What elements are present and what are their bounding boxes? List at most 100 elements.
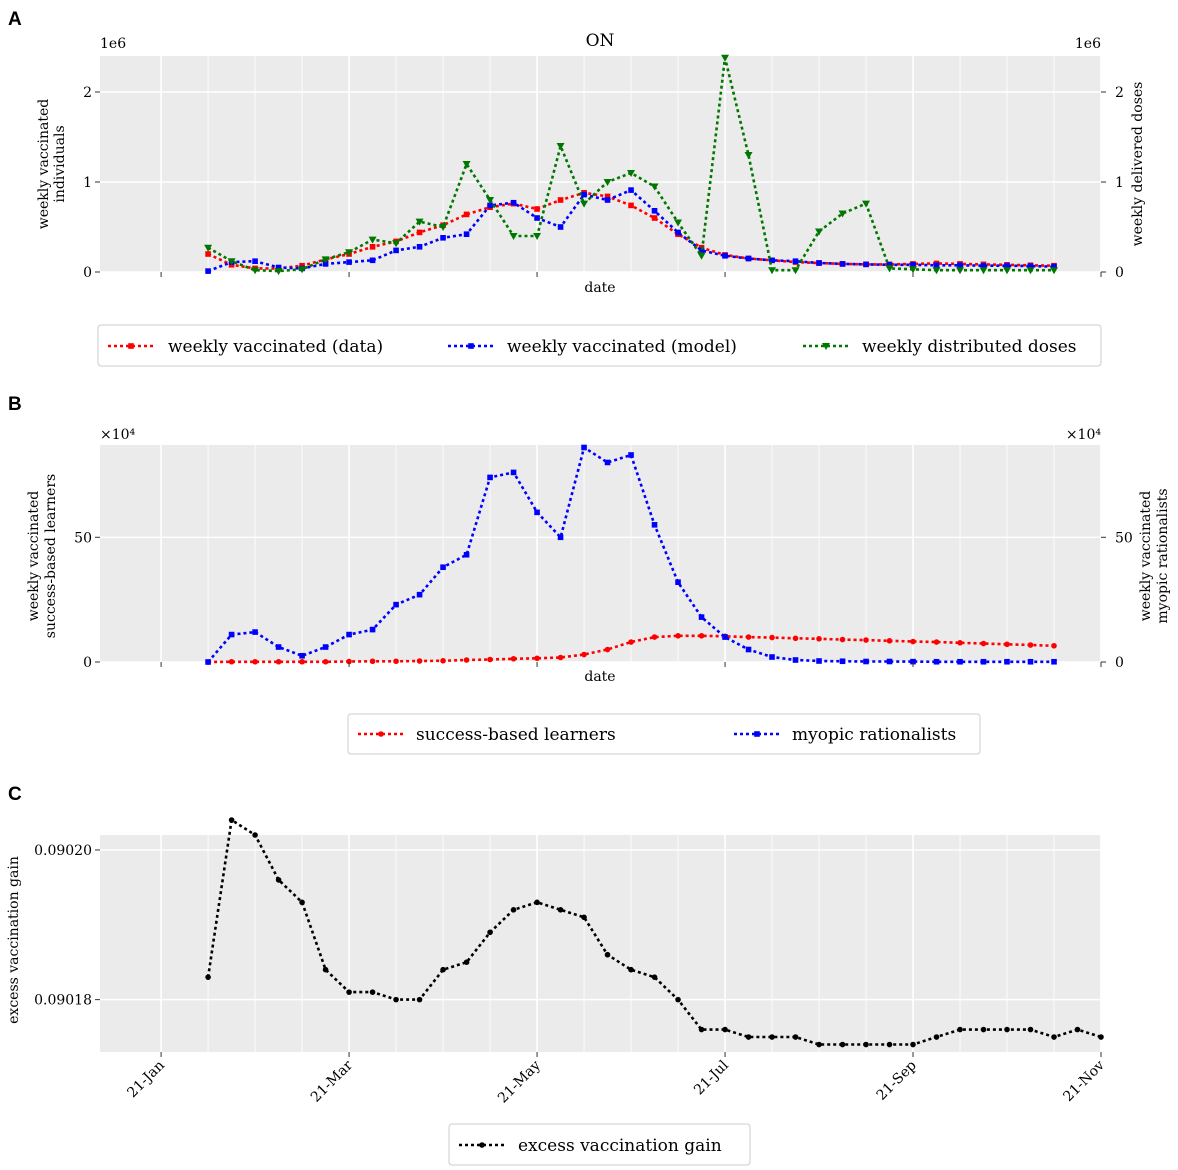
data-point [534,206,540,212]
data-point [557,654,564,661]
data-point [299,652,305,659]
data-point [510,655,517,662]
data-point [252,832,258,838]
legend-marker [479,1142,485,1148]
data-point [345,249,354,257]
data-point [556,143,565,150]
panel-a: A 0 0 1 1 2 2 ON date 1e6 1e6 weekly vaccinat… [8,9,1146,367]
data-point [416,229,423,236]
panel-b-right-y-label-line1: weekly vaccinated [1138,491,1154,622]
legend-marker [378,731,384,737]
legend-marker [128,343,134,349]
data-point [369,626,376,633]
right-y-tick-label: 2 [1115,85,1124,101]
data-point [839,1041,846,1048]
data-point [1051,658,1057,665]
legend-entry: weekly vaccinated (model) [448,337,737,357]
data-point [486,197,495,204]
data-point [628,187,634,193]
right-y-tick-label: 50 [1115,530,1133,546]
data-point [792,635,799,642]
panel-a-plot-area [100,56,1101,272]
data-point [698,247,705,254]
data-point [1098,1034,1104,1040]
data-point [886,658,893,665]
data-point [368,236,377,244]
data-point [721,54,730,62]
panel-label-b: B [8,394,22,415]
y-tick-label: 0.09020 [34,843,92,859]
legend-label: myopic rationalists [792,725,956,745]
data-point [299,899,305,906]
panel-a-x-ticks [160,272,1102,277]
data-point [604,951,611,958]
x-tick-label: 21-Nov [1060,1057,1108,1105]
data-point [534,899,540,906]
data-point [933,1034,940,1040]
x-tick-label: 21-Mar [308,1057,356,1105]
legend-frame [97,324,1102,367]
data-point [1051,1034,1057,1040]
data-point [933,262,940,269]
data-point [674,219,683,227]
data-point [816,260,822,266]
panel-a-y-label-line1: weekly vaccinated [36,99,52,230]
data-point [863,637,869,643]
panel-a-right-offset: 1e6 [1075,36,1101,52]
data-point [697,252,706,260]
x-tick-label: 21-Jul [691,1057,732,1098]
data-point [487,656,493,663]
legend-label: weekly distributed doses [862,337,1077,357]
data-point [252,658,258,665]
right-y-tick-label: 1 [1115,175,1124,191]
data-point [792,1034,799,1040]
data-point [839,636,846,643]
right-y-tick-label: 0 [1115,655,1124,671]
data-point [322,658,329,665]
data-point [839,658,846,665]
panel-b-grid [100,445,1102,663]
data-point [909,266,918,274]
data-point [369,658,376,665]
panel-b-x-label: date [584,669,615,685]
data-point [205,251,211,257]
data-point [510,469,517,476]
legend-marker [468,343,474,349]
data-point [557,197,564,203]
data-point [768,267,777,275]
panel-b: B 0 0 50 50 date ×10⁴ ×10⁴ weekly vaccinate… [8,394,1171,755]
data-point [298,266,307,274]
data-point [745,646,752,653]
data-point [1050,267,1059,275]
data-point [839,261,846,267]
data-point [650,183,659,191]
data-point [227,258,236,266]
data-point [933,658,940,665]
data-point [322,644,329,650]
data-point [462,161,471,168]
data-point [651,215,658,221]
data-point [815,228,824,236]
data-point [792,657,799,663]
data-point [628,202,634,209]
data-point [440,564,446,571]
data-point [392,240,401,248]
data-point [581,651,587,658]
panel-a-series [204,54,1059,276]
series-myopic-rationalists [205,444,1057,665]
data-point [816,658,822,664]
data-point [275,264,282,271]
data-point [581,444,587,451]
data-point [862,200,871,208]
panel-a-y-label-line2: individuals [52,125,68,202]
legend-marker [822,343,830,350]
data-point [205,974,211,980]
series-excess-vaccination-gain [205,817,1104,1048]
data-point [510,199,517,206]
panel-b-y-label-line1: weekly vaccinated [26,491,42,622]
data-point [769,654,775,660]
data-point [275,877,282,883]
data-point [509,233,518,240]
data-point [980,658,987,665]
data-point [651,974,658,980]
